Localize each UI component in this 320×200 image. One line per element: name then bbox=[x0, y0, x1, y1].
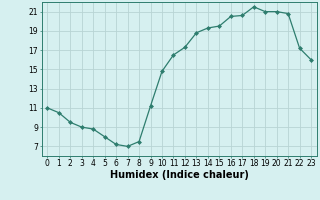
X-axis label: Humidex (Indice chaleur): Humidex (Indice chaleur) bbox=[110, 170, 249, 180]
